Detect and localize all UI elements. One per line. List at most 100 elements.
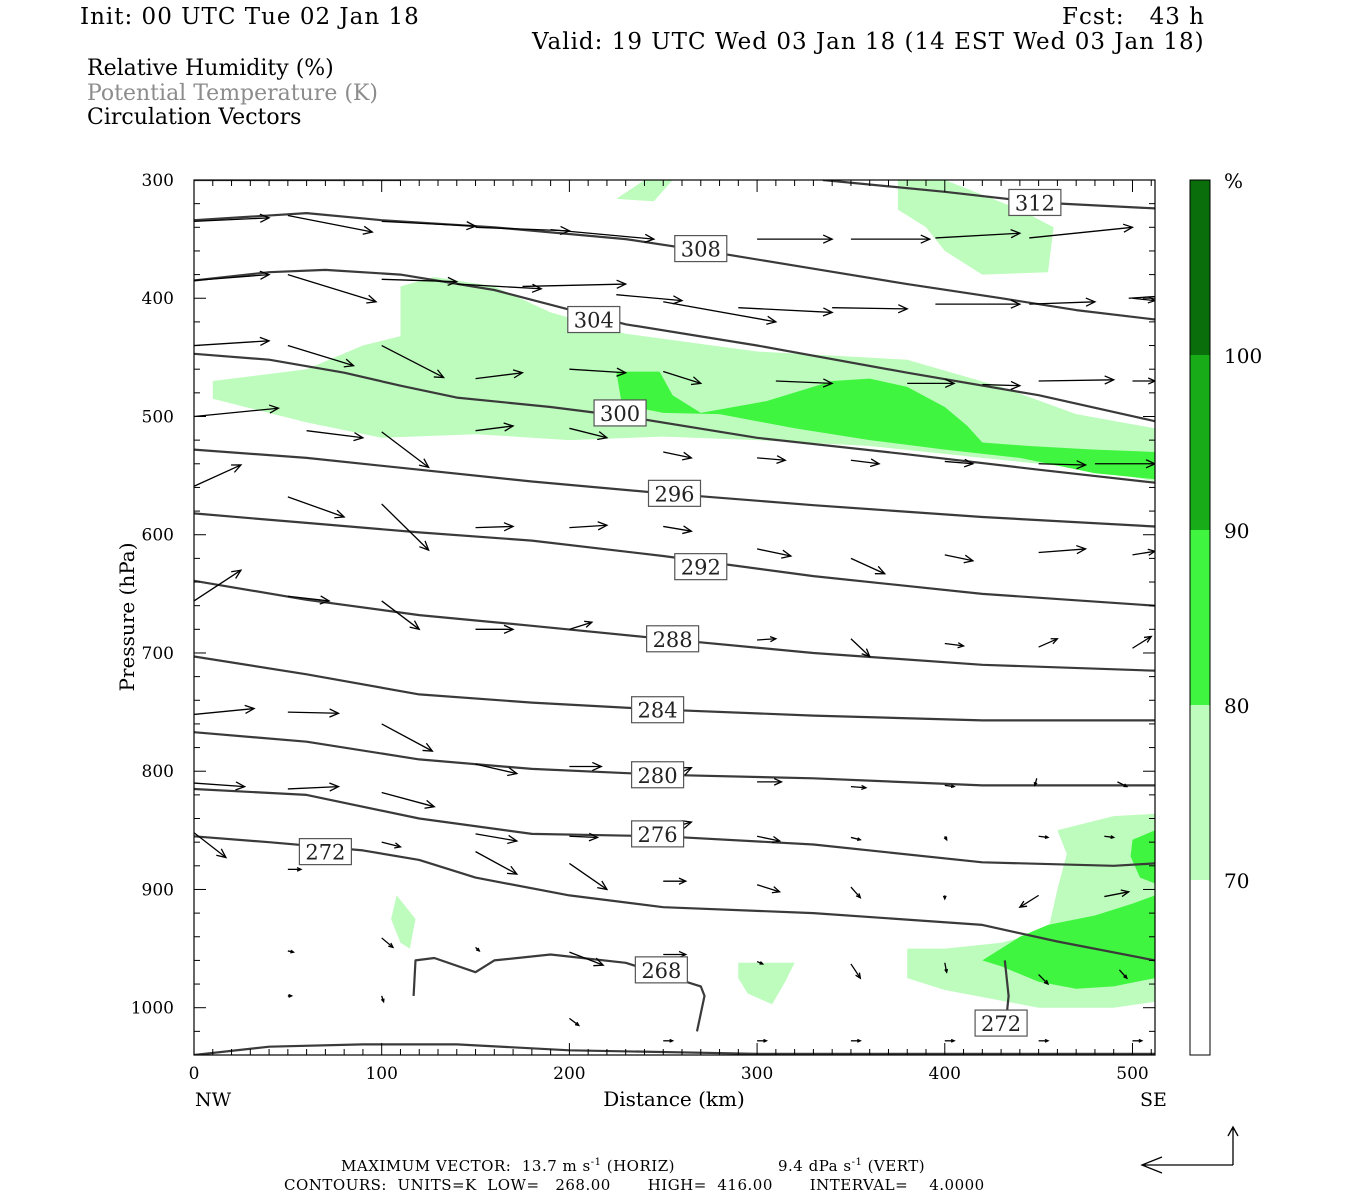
vector-shaft xyxy=(1029,301,1095,305)
vector-shaft xyxy=(663,370,701,384)
circulation-vector xyxy=(475,946,481,953)
vector-shaft xyxy=(194,217,270,223)
theta-label-296-5: 296 xyxy=(654,482,694,506)
theta-label-box-276-10 xyxy=(631,820,685,848)
vector-head xyxy=(1104,375,1116,385)
y-tick-label: 900 xyxy=(142,880,174,900)
vector-head xyxy=(669,1038,675,1043)
vector-shaft xyxy=(832,307,908,310)
vector-shaft xyxy=(194,832,227,859)
vector-head xyxy=(353,432,365,442)
circulation-vector xyxy=(287,782,341,792)
circulation-vector xyxy=(194,569,243,602)
vector-head xyxy=(1010,229,1022,239)
vector-head xyxy=(1076,544,1088,555)
theta-contour-284-8 xyxy=(194,655,1155,722)
vector-head xyxy=(1018,900,1028,909)
circulation-vector xyxy=(287,595,331,605)
circulation-vector xyxy=(757,234,834,244)
max-vector-vert-text: 9.4 dPa s-1 (VERT) xyxy=(778,1157,925,1175)
vector-head xyxy=(944,968,949,974)
endpoint-right-label: SE xyxy=(1140,1089,1167,1111)
vector-head xyxy=(597,521,609,531)
theta-label-312-0: 312 xyxy=(1015,191,1055,215)
circulation-vector xyxy=(944,784,956,789)
rh-region-70-4 xyxy=(391,895,416,949)
vector-shaft xyxy=(475,851,518,875)
vector-shaft xyxy=(194,707,255,716)
vector-head xyxy=(766,315,778,325)
vector-head xyxy=(1076,460,1088,470)
theta-label-292-6: 292 xyxy=(681,556,721,580)
vector-head xyxy=(644,233,656,243)
vector-shaft xyxy=(663,525,692,532)
circulation-vector xyxy=(1132,1038,1144,1043)
vector-shaft xyxy=(381,723,433,752)
vector-head xyxy=(1110,835,1116,840)
vector-head xyxy=(856,837,862,842)
colorbar-band-100 xyxy=(1190,180,1210,355)
vector-head xyxy=(235,781,247,791)
vector-shaft xyxy=(287,273,377,303)
colorbar-band-70 xyxy=(1190,705,1210,880)
circulation-vector xyxy=(1038,375,1116,385)
y-tick-label: 400 xyxy=(142,289,174,309)
colorbar: % 100 90 80 70 xyxy=(1189,169,1262,1056)
theta-contour-292-6 xyxy=(194,512,1155,607)
circulation-vector xyxy=(475,624,515,634)
circulation-vector xyxy=(381,600,421,631)
circulation-vector xyxy=(569,521,609,531)
vector-head xyxy=(424,799,436,809)
circulation-vector xyxy=(1132,548,1155,556)
vector-head xyxy=(380,998,385,1004)
circulation-vector xyxy=(663,370,703,386)
legend-vectors: Circulation Vectors xyxy=(87,105,302,130)
vector-head xyxy=(681,767,693,776)
vector-head xyxy=(616,367,628,377)
circulation-vector xyxy=(850,458,881,468)
vector-shaft xyxy=(381,791,435,808)
vector-head xyxy=(1123,974,1128,980)
vector-head xyxy=(1044,835,1050,840)
vector-head xyxy=(1147,548,1155,556)
vector-head xyxy=(869,458,881,468)
vector-head xyxy=(769,635,778,643)
vector-shaft xyxy=(522,283,626,288)
vector-head xyxy=(1143,635,1153,643)
vector-head xyxy=(334,509,346,519)
circulation-vector xyxy=(1117,781,1129,788)
vector-head xyxy=(231,464,243,473)
vector-head xyxy=(861,784,868,791)
vector-shaft xyxy=(850,785,867,789)
vector-head xyxy=(950,1038,956,1043)
vector-shaft xyxy=(381,600,420,630)
vector-head xyxy=(1033,782,1038,787)
theta-label-280-9: 280 xyxy=(638,764,678,788)
vector-head xyxy=(1010,380,1022,391)
vector-shaft xyxy=(381,344,444,379)
vector-head xyxy=(231,569,243,579)
circulation-vector xyxy=(569,951,605,967)
vector-shaft xyxy=(663,301,776,323)
init-time: Init: 00 UTC Tue 02 Jan 18 xyxy=(80,4,420,30)
theta-label-box-312-0 xyxy=(1008,188,1062,217)
vector-head xyxy=(507,767,519,777)
circulation-vector xyxy=(616,294,684,305)
vector-head xyxy=(329,708,341,718)
x-tick-label: 500 xyxy=(1116,1064,1148,1084)
circulation-vector xyxy=(194,213,271,223)
circulation-vector xyxy=(850,886,862,899)
vector-shaft xyxy=(475,525,514,529)
vector-head xyxy=(874,565,887,575)
circulation-vector xyxy=(381,937,395,949)
circulation-vector xyxy=(757,635,778,643)
vector-head xyxy=(466,221,478,231)
vector-head xyxy=(343,358,356,368)
vector-shaft xyxy=(1038,463,1086,466)
circulation-vector xyxy=(194,704,256,716)
colorbar-band-80 xyxy=(1190,530,1210,705)
vector-head xyxy=(574,1021,581,1027)
vector-head xyxy=(259,336,271,346)
y-tick-label: 800 xyxy=(142,762,174,782)
circulation-vector xyxy=(306,430,365,442)
